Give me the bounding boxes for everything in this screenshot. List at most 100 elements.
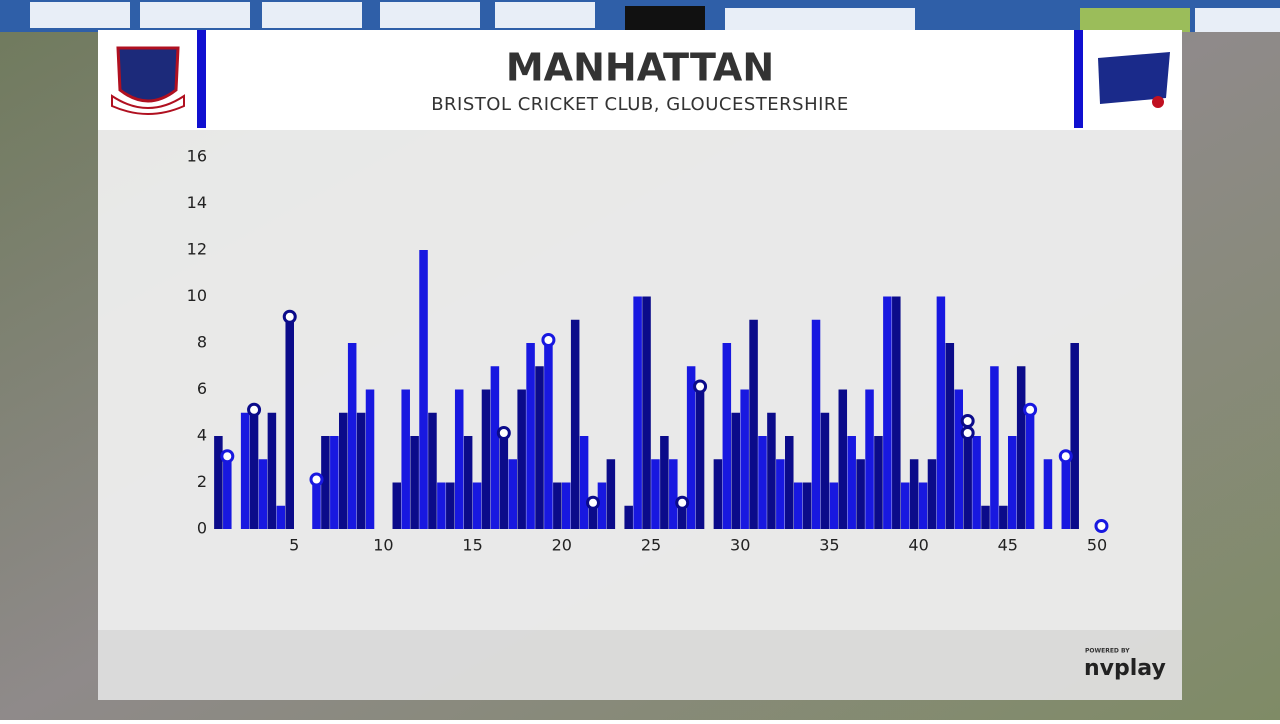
wicket-marker [247, 402, 262, 417]
bar [1008, 436, 1017, 529]
bar [570, 319, 580, 529]
bar [990, 366, 999, 529]
wicket-marker [1058, 449, 1073, 464]
bar [838, 389, 848, 529]
bar [1043, 459, 1053, 529]
bar [1025, 412, 1035, 529]
x-tick-label: 30 [730, 536, 750, 555]
sponsor-boards [30, 2, 1280, 32]
wicket-marker [541, 333, 556, 347]
bar [240, 412, 250, 529]
bar [695, 389, 705, 529]
y-tick-label: 12 [187, 240, 207, 259]
bar [223, 459, 232, 529]
wicket-marker [675, 495, 690, 510]
x-tick-label: 15 [462, 536, 482, 555]
wicket-marker [1023, 402, 1038, 417]
wicket-marker [309, 472, 324, 487]
bar [883, 296, 892, 529]
bar [972, 436, 981, 529]
bar [633, 296, 642, 529]
brand: nvplay [1084, 656, 1166, 681]
bar [214, 436, 223, 529]
x-tick-label: 10 [373, 536, 393, 555]
bar [401, 389, 410, 529]
y-tick-label: 4 [197, 426, 207, 445]
bar [258, 459, 268, 529]
y-tick-label: 8 [197, 333, 207, 352]
bar [1016, 366, 1026, 529]
bar [553, 482, 562, 529]
bar [463, 436, 473, 529]
bar [481, 389, 491, 529]
bar [517, 389, 526, 529]
bar [909, 459, 919, 529]
y-tick-label: 16 [187, 147, 207, 166]
bar [276, 505, 286, 529]
bar [767, 412, 776, 529]
bar [874, 436, 883, 529]
bar [321, 436, 330, 529]
bar [454, 389, 464, 529]
wicket-marker [693, 379, 708, 394]
bar [285, 319, 294, 529]
bar [892, 296, 901, 529]
x-tick-label: 35 [819, 536, 839, 555]
x-tick-label: 20 [552, 536, 572, 555]
bar [526, 343, 535, 529]
bar [330, 436, 339, 529]
bar [544, 343, 553, 529]
bar [249, 412, 259, 529]
bar [936, 296, 946, 529]
bar [365, 389, 375, 529]
y-tick-label: 14 [187, 193, 207, 212]
bar [731, 412, 740, 529]
wicket-marker [1094, 519, 1109, 533]
x-tick-label: 25 [641, 536, 661, 555]
bar [267, 412, 277, 529]
y-tick-label: 10 [187, 286, 207, 305]
bar [749, 319, 758, 529]
wicket-marker [960, 426, 975, 440]
sponsor-board [625, 6, 705, 30]
bar [624, 505, 633, 529]
bar [437, 482, 446, 529]
bar [918, 482, 928, 529]
bar [856, 459, 865, 529]
bar [963, 436, 972, 529]
header-accent [197, 30, 206, 128]
bar [740, 389, 749, 529]
bar [927, 459, 937, 529]
bar [660, 436, 669, 529]
bar [900, 482, 910, 529]
bar [562, 482, 571, 529]
x-tick-label: 40 [908, 536, 928, 555]
wicket-marker [960, 414, 975, 428]
bar [651, 459, 660, 529]
bar [713, 459, 723, 529]
bar [785, 436, 794, 529]
bar [419, 250, 428, 529]
bar [588, 505, 598, 529]
title: MANHATTAN [506, 46, 774, 90]
bar [758, 436, 767, 529]
bar [793, 482, 803, 529]
bar [865, 389, 874, 529]
bar [606, 459, 616, 529]
chart: 0 2 4 6 8 10 12 14 16 5 10 15 20 25 30 35 40 45 50 [187, 147, 1109, 555]
bar [339, 412, 348, 529]
bar [508, 459, 517, 529]
bar [776, 459, 785, 529]
header-accent [1074, 30, 1083, 128]
bar [579, 436, 589, 529]
bar [428, 412, 437, 529]
wicket-marker [496, 426, 511, 440]
y-tick-label: 2 [197, 472, 207, 491]
bar [472, 482, 482, 529]
bar [945, 343, 955, 529]
y-tick-label: 0 [197, 519, 207, 538]
county-logo [1098, 52, 1170, 108]
bar [802, 482, 812, 529]
x-tick-label: 50 [1087, 536, 1107, 555]
